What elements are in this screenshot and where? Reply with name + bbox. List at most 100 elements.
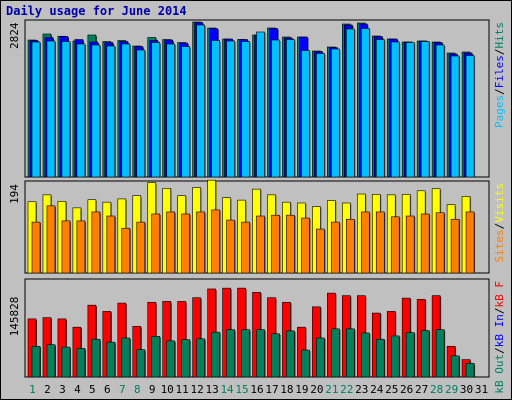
bar-visits-sites-sites-day-2 xyxy=(46,205,56,274)
bar-hits-files-pages-pages-day-17 xyxy=(271,39,280,178)
bar-kb-in-out-kb-out-day-8 xyxy=(136,349,146,378)
bar-visits-sites-sites-day-1 xyxy=(31,221,41,274)
y-max-label-kb-in-out: 145828 xyxy=(8,297,21,337)
bar-kb-in-out-kb-out-day-15 xyxy=(241,329,250,378)
bar-visits-sites-sites-day-5 xyxy=(91,211,101,274)
bar-hits-files-pages-pages-day-21 xyxy=(331,48,340,178)
bar-visits-sites-sites-day-6 xyxy=(106,215,116,274)
bar-visits-sites-sites-day-21 xyxy=(331,221,340,274)
x-tick-label-day-28: 28 xyxy=(430,383,443,396)
bar-visits-sites-sites-day-18 xyxy=(286,214,295,274)
bar-kb-in-out-kb-out-day-28 xyxy=(435,329,445,378)
bar-visits-sites-sites-day-22 xyxy=(346,218,355,274)
right-label-visits: Visits xyxy=(493,183,506,223)
y-max-label-hits-files-pages: 2824 xyxy=(8,22,21,49)
bar-hits-files-pages-pages-day-18 xyxy=(286,39,295,178)
bar-visits-sites-sites-day-10 xyxy=(166,211,176,274)
bar-hits-files-pages-pages-day-4 xyxy=(76,43,86,178)
bar-visits-sites-sites-day-29 xyxy=(450,218,460,274)
bar-kb-in-out-kb-out-day-10 xyxy=(166,340,176,378)
bar-hits-files-pages-pages-day-1 xyxy=(31,41,41,178)
bar-visits-sites-sites-day-19 xyxy=(301,217,310,274)
right-label-hits: Hits xyxy=(493,22,506,49)
bar-visits-sites-sites-day-15 xyxy=(241,221,250,274)
x-tick-label-day-5: 5 xyxy=(89,383,96,396)
x-tick-label-day-22: 22 xyxy=(340,383,353,396)
bar-visits-sites-sites-day-16 xyxy=(256,215,265,274)
bar-visits-sites-sites-day-26 xyxy=(405,215,415,274)
right-label-kb-in: kB In xyxy=(493,314,506,347)
x-tick-label-day-6: 6 xyxy=(104,383,111,396)
x-tick-label-day-2: 2 xyxy=(44,383,51,396)
x-tick-label-day-21: 21 xyxy=(325,383,338,396)
bar-visits-sites-sites-day-14 xyxy=(226,219,235,274)
x-tick-label-day-27: 27 xyxy=(415,383,428,396)
bar-kb-in-out-kb-out-day-20 xyxy=(316,337,325,378)
x-tick-label-day-1: 1 xyxy=(29,383,36,396)
bar-hits-files-pages-pages-day-2 xyxy=(46,40,56,178)
bar-kb-in-out-kb-out-day-2 xyxy=(46,344,56,378)
bar-visits-sites-sites-day-13 xyxy=(211,209,220,274)
bar-kb-in-out-kb-out-day-30 xyxy=(465,362,475,378)
bar-kb-in-out-kb-out-day-6 xyxy=(106,341,116,378)
right-label-pages: Pages xyxy=(493,95,506,128)
bar-visits-sites-sites-day-20 xyxy=(316,228,325,274)
bar-visits-sites-sites-day-30 xyxy=(465,211,475,274)
x-tick-label-day-19: 19 xyxy=(295,383,308,396)
x-tick-label-day-17: 17 xyxy=(265,383,278,396)
x-tick-label-day-26: 26 xyxy=(400,383,413,396)
bar-hits-files-pages-pages-day-14 xyxy=(226,40,235,178)
bar-hits-files-pages-pages-day-3 xyxy=(61,41,71,178)
x-tick-label-day-29: 29 xyxy=(445,383,458,396)
bar-hits-files-pages-pages-day-13 xyxy=(211,40,220,178)
bar-kb-in-out-kb-out-day-11 xyxy=(181,339,190,378)
right-series-labels-kb-in-out: kB Out/kB In/kB F xyxy=(493,281,506,394)
right-label-sites: Sites xyxy=(493,229,506,262)
bar-visits-sites-sites-day-9 xyxy=(151,213,161,274)
bar-kb-in-out-kb-out-day-1 xyxy=(31,345,41,378)
bar-kb-in-out-kb-out-day-9 xyxy=(151,336,161,378)
right-label-kb-out: kB Out xyxy=(493,354,506,394)
bar-visits-sites-sites-day-8 xyxy=(136,221,146,274)
x-tick-label-day-9: 9 xyxy=(149,383,156,396)
bar-hits-files-pages-pages-day-11 xyxy=(181,46,190,178)
x-tick-label-day-16: 16 xyxy=(250,383,263,396)
right-label--: / xyxy=(493,308,506,315)
bar-kb-in-out-kb-out-day-29 xyxy=(450,355,460,378)
bar-hits-files-pages-pages-day-10 xyxy=(166,43,176,178)
bar-hits-files-pages-pages-day-16 xyxy=(256,31,265,178)
bar-visits-sites-sites-day-28 xyxy=(435,212,445,274)
x-tick-label-day-11: 11 xyxy=(176,383,189,396)
bar-hits-files-pages-pages-day-6 xyxy=(106,45,116,178)
bar-visits-sites-sites-day-24 xyxy=(375,211,385,274)
bar-hits-files-pages-pages-day-24 xyxy=(375,39,385,178)
x-tick-label-day-18: 18 xyxy=(280,383,293,396)
x-tick-label-day-7: 7 xyxy=(119,383,126,396)
x-tick-label-day-12: 12 xyxy=(191,383,204,396)
bar-kb-in-out-kb-out-day-26 xyxy=(405,332,415,378)
bar-visits-sites-sites-day-3 xyxy=(61,220,71,274)
x-tick-label-day-31: 31 xyxy=(475,383,488,396)
bar-hits-files-pages-pages-day-28 xyxy=(435,44,445,178)
bar-kb-in-out-kb-out-day-13 xyxy=(211,331,220,378)
bar-hits-files-pages-pages-day-5 xyxy=(91,44,101,178)
chart-title: Daily usage for June 2014 xyxy=(6,4,187,18)
bar-visits-sites-sites-day-12 xyxy=(196,211,205,274)
bar-hits-files-pages-pages-day-19 xyxy=(301,50,310,178)
right-label-files: Files xyxy=(493,55,506,88)
y-max-label-visits-sites: 194 xyxy=(8,184,21,204)
x-tick-label-day-8: 8 xyxy=(134,383,141,396)
bar-hits-files-pages-pages-day-12 xyxy=(196,24,205,178)
x-tick-label-day-3: 3 xyxy=(59,383,66,396)
bar-kb-in-out-kb-out-day-14 xyxy=(226,329,235,378)
bar-kb-in-out-kb-out-day-18 xyxy=(286,330,295,378)
bar-kb-in-out-kb-out-day-12 xyxy=(196,338,205,378)
bar-kb-in-out-kb-out-day-25 xyxy=(390,335,400,378)
bar-kb-in-out-kb-out-day-17 xyxy=(271,333,280,378)
bar-kb-in-out-kb-out-day-4 xyxy=(76,348,86,378)
bar-hits-files-pages-pages-day-29 xyxy=(450,55,460,178)
bar-hits-files-pages-pages-day-22 xyxy=(346,28,355,178)
bar-hits-files-pages-pages-day-25 xyxy=(390,41,400,178)
bar-hits-files-pages-pages-day-9 xyxy=(151,42,161,178)
